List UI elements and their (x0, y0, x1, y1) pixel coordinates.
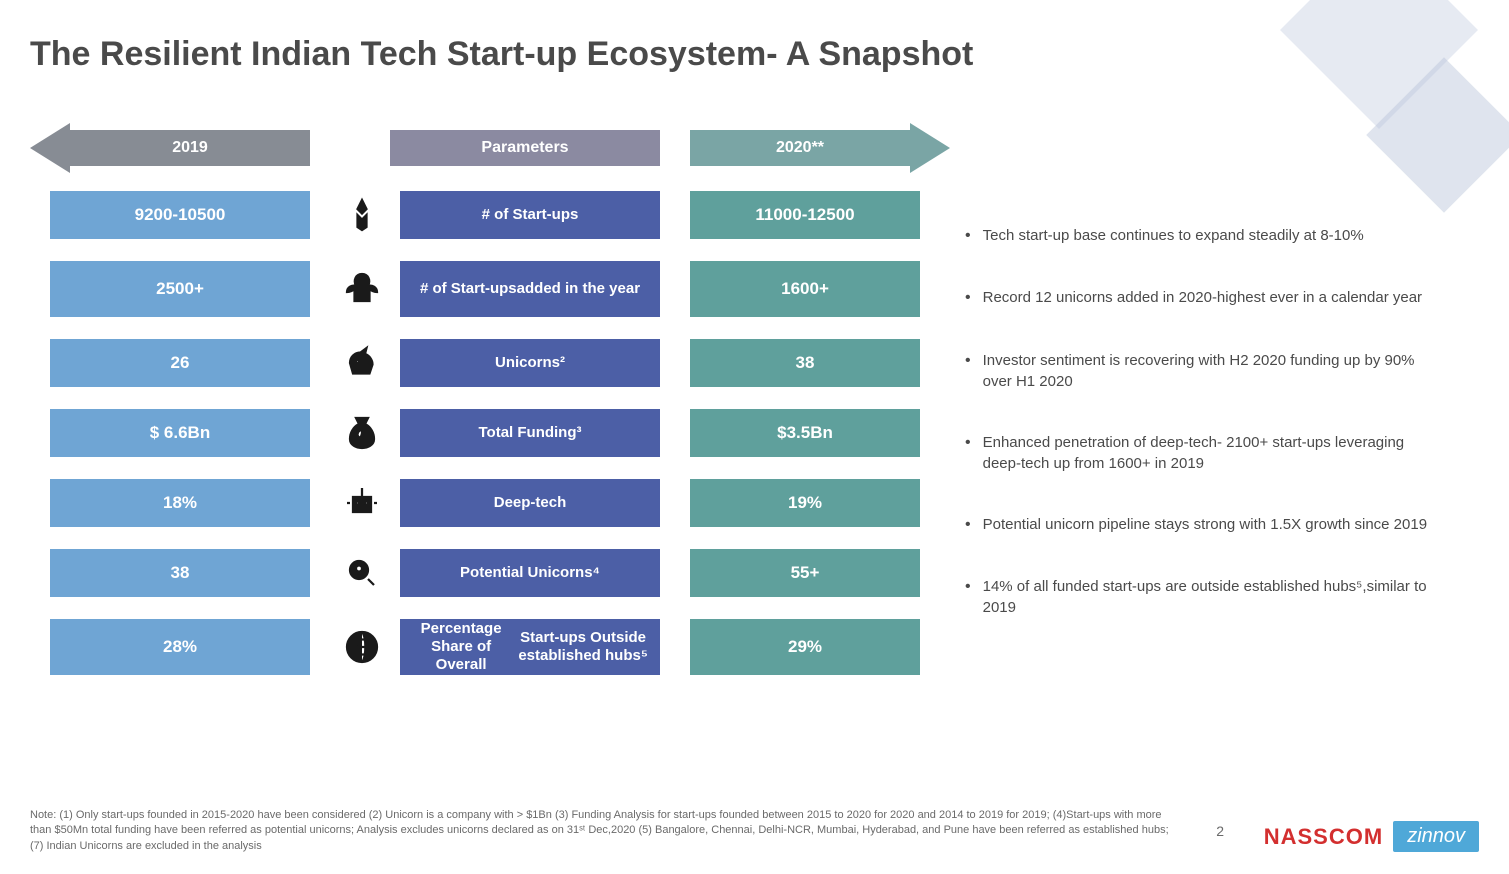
header-2020-label: 2020** (776, 139, 824, 157)
header-parameters: Parameters (390, 130, 660, 166)
value-2020-row-5: 55+ (690, 549, 920, 597)
value-2019-row-5: 38 (50, 549, 310, 597)
value-2019-row-2: 26 (50, 339, 310, 387)
page-title: The Resilient Indian Tech Start-up Ecosy… (30, 35, 973, 74)
param-label-4: Deep-tech (400, 479, 660, 527)
param-row-6: Percentage Share of OverallStart-ups Out… (350, 619, 660, 675)
logo-nasscom: NASSCOM (1264, 824, 1383, 850)
arrow-left-icon (30, 123, 70, 173)
footnote: Note: (1) Only start-ups founded in 2015… (30, 808, 1180, 854)
robot-icon (342, 483, 382, 523)
column-2020: 2020** 11000-12500 1600+ 38 $3.5Bn 19% 55+ 29% (690, 130, 940, 675)
header-2019-label: 2019 (172, 139, 208, 157)
note-4: Potential unicorn pipeline stays strong … (965, 514, 1445, 536)
rocket-icon (342, 195, 382, 235)
param-row-2: Unicorns² (350, 339, 660, 387)
value-2020-row-2: 38 (690, 339, 920, 387)
plant-icon (342, 269, 382, 309)
note-2: Investor sentiment is recovering with H2… (965, 350, 1445, 392)
param-label-5: Potential Unicorns⁴ (400, 549, 660, 597)
param-label-6: Percentage Share of OverallStart-ups Out… (400, 619, 660, 675)
value-2020-row-1: 1600+ (690, 261, 920, 317)
value-2019-row-0: 9200-10500 (50, 191, 310, 239)
arrow-right-icon (910, 123, 950, 173)
globe-icon (342, 627, 382, 667)
header-2020: 2020** (690, 130, 910, 166)
param-label-0: # of Start-ups (400, 191, 660, 239)
param-label-3: Total Funding³ (400, 409, 660, 457)
logo-zinnov: zinnov (1393, 821, 1479, 852)
note-3: Enhanced penetration of deep-tech- 2100+… (965, 432, 1445, 474)
column-2019: 2019 9200-10500 2500+ 26 $ 6.6Bn 18% 38 28% (30, 130, 320, 675)
side-notes: Tech start-up base continues to expand s… (965, 225, 1445, 618)
moneybag-icon (342, 413, 382, 453)
param-row-1: # of Start-upsadded in the year (350, 261, 660, 317)
param-row-5: Potential Unicorns⁴ (350, 549, 660, 597)
param-row-4: Deep-tech (350, 479, 660, 527)
column-parameters: Parameters # of Start-ups # of Start-upsa… (350, 130, 660, 675)
note-5: 14% of all funded start-ups are outside … (965, 576, 1445, 618)
value-2020-row-4: 19% (690, 479, 920, 527)
value-2019-row-1: 2500+ (50, 261, 310, 317)
value-2020-row-0: 11000-12500 (690, 191, 920, 239)
search-person-icon (342, 553, 382, 593)
page-number: 2 (1216, 823, 1224, 839)
header-2019: 2019 (70, 130, 310, 166)
value-2020-row-3: $3.5Bn (690, 409, 920, 457)
value-2019-row-6: 28% (50, 619, 310, 675)
note-0: Tech start-up base continues to expand s… (965, 225, 1445, 247)
note-1: Record 12 unicorns added in 2020-highest… (965, 287, 1445, 309)
logos: NASSCOM zinnov (1264, 821, 1479, 852)
value-2019-row-3: $ 6.6Bn (50, 409, 310, 457)
value-2019-row-4: 18% (50, 479, 310, 527)
param-label-2: Unicorns² (400, 339, 660, 387)
comparison-table: 2019 9200-10500 2500+ 26 $ 6.6Bn 18% 38 28% Pa… (30, 130, 940, 675)
value-2020-row-6: 29% (690, 619, 920, 675)
param-label-1: # of Start-upsadded in the year (400, 261, 660, 317)
param-row-0: # of Start-ups (350, 191, 660, 239)
unicorn-icon (342, 343, 382, 383)
param-row-3: Total Funding³ (350, 409, 660, 457)
header-parameters-label: Parameters (481, 139, 568, 157)
